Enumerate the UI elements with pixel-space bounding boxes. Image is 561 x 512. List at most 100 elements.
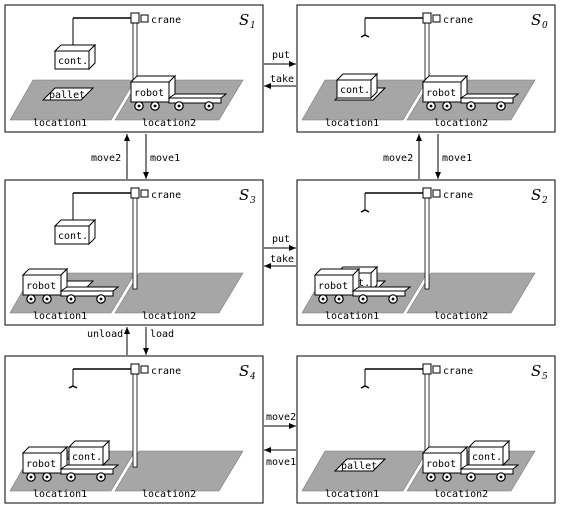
container-box [67,439,111,467]
robot-wheel-hub [429,104,433,108]
transitions: put take move2 move1 move2 move1 put take unload… [87,50,472,468]
container-box [53,43,97,71]
robot-wheel-hub [99,297,103,301]
crane-head [422,12,432,24]
crane-mast [132,371,138,468]
container-box [467,439,511,467]
robot-cab [21,267,69,297]
label-take-1: take [270,74,294,85]
crane-cab [432,14,441,23]
container: cont. [467,439,511,467]
container-box-top [53,219,97,227]
robot-wheel-hub [29,475,33,479]
location2-label: location2 [142,311,196,322]
crane-cab [140,365,149,374]
container-label: cont. [58,231,88,242]
robot-wheel-hub [499,475,503,479]
container-label: cont. [72,452,102,463]
state-name: S [531,186,541,204]
location2-label: location2 [142,489,196,500]
crane-label: crane [151,15,181,26]
crane-head [130,187,140,199]
state-name: S [239,362,249,380]
robot-wheel-hub [99,475,103,479]
robot-trailer-top [351,286,412,292]
pallet-shape [333,458,387,472]
label-move1-3: move1 [266,457,296,468]
robot-cab-top [129,75,177,83]
crane-label: crane [151,190,181,201]
state-panel-s0: S 0 location1 location2 crane cont. robot [296,4,556,133]
robot-wheel-hub [469,104,473,108]
crane-hook [68,385,78,389]
location2-ground [406,272,536,314]
location2-label: location2 [434,311,488,322]
label-put-2: put [272,234,290,245]
label-load: load [150,329,174,340]
state-panel-s5: S 5 location1 location2 crane pallet robot cont… [296,355,556,504]
robot-wheel-hub [337,297,341,301]
container-box-top [53,44,97,52]
robot: robot [421,74,520,111]
robot-trailer-front [60,290,114,297]
label-put-1: put [272,50,290,61]
state-panel-s1: S 1 location1 location2 crane pallet cont. robo… [4,4,264,133]
crane-head [422,187,432,199]
robot-cab-top [421,75,469,83]
crane-cab [432,189,441,198]
state-panel-s4: S 4 location1 location2 crane robot cont. [4,355,264,504]
container: cont. [53,218,97,246]
crane: crane [68,363,181,468]
robot-wheel-hub [321,297,325,301]
robot-cab [313,267,361,297]
location2-ground [114,272,244,314]
location1-label: location1 [33,118,87,129]
robot-wheel-hub [29,297,33,301]
location1-label: location1 [33,489,87,500]
location2-label: location2 [434,118,488,129]
robot-trailer-front [60,468,114,475]
robot-cab-front [422,81,462,103]
robot-wheel-hub [69,297,73,301]
robot: robot [129,74,228,111]
robot-trailer-front [460,468,514,475]
robot-label: robot [26,281,56,292]
robot-cab-top [421,446,469,454]
label-take-2: take [270,254,294,265]
container: cont. [53,43,97,71]
robot-cab-top [313,268,361,276]
crane-cab [140,189,149,198]
crane-hook [360,385,370,389]
crane-label: crane [443,15,473,26]
robot-cab-front [314,274,354,296]
state-subscript: 2 [541,196,548,206]
crane-mast [424,195,430,290]
state-subscript: 5 [542,372,548,382]
robot-wheel-hub [45,475,49,479]
location2-label: location2 [434,489,488,500]
robot-wheel-hub [445,104,449,108]
robot-label: robot [134,88,164,99]
container-box-top [67,440,111,448]
robot-cab [421,445,469,475]
robot-wheel-hub [499,104,503,108]
label-move1-1: move1 [150,153,180,164]
label-move2-2: move2 [383,153,413,164]
state-subscript: 0 [542,21,548,31]
container-box-top [335,73,379,81]
crane-cab [140,14,149,23]
state-name: S [531,11,541,29]
label-move1-2: move1 [442,153,472,164]
robot-wheel-hub [445,475,449,479]
container-box-front [54,50,90,70]
robot-cab-top [21,268,69,276]
container: cont. [335,72,379,100]
robot-trailer-top [59,464,120,470]
robot-trailer-top [459,464,520,470]
crane-mast [132,195,138,290]
crane-head [130,363,140,375]
crane-label: crane [443,190,473,201]
